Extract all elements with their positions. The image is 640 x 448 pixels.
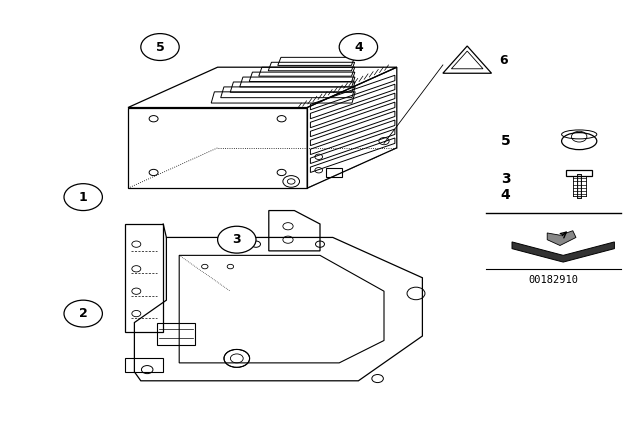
Circle shape	[64, 184, 102, 211]
Text: 3: 3	[500, 172, 511, 186]
Circle shape	[141, 34, 179, 60]
Text: 2: 2	[79, 307, 88, 320]
Text: 6: 6	[499, 54, 508, 67]
Text: 1: 1	[79, 190, 88, 204]
Circle shape	[64, 300, 102, 327]
Text: 5: 5	[500, 134, 511, 148]
Polygon shape	[512, 242, 614, 262]
Text: 5: 5	[156, 40, 164, 54]
Text: 3: 3	[232, 233, 241, 246]
Polygon shape	[547, 231, 576, 246]
Text: 4: 4	[500, 188, 511, 202]
Circle shape	[339, 34, 378, 60]
Text: 4: 4	[354, 40, 363, 54]
Text: 00182910: 00182910	[529, 275, 579, 285]
Circle shape	[218, 226, 256, 253]
